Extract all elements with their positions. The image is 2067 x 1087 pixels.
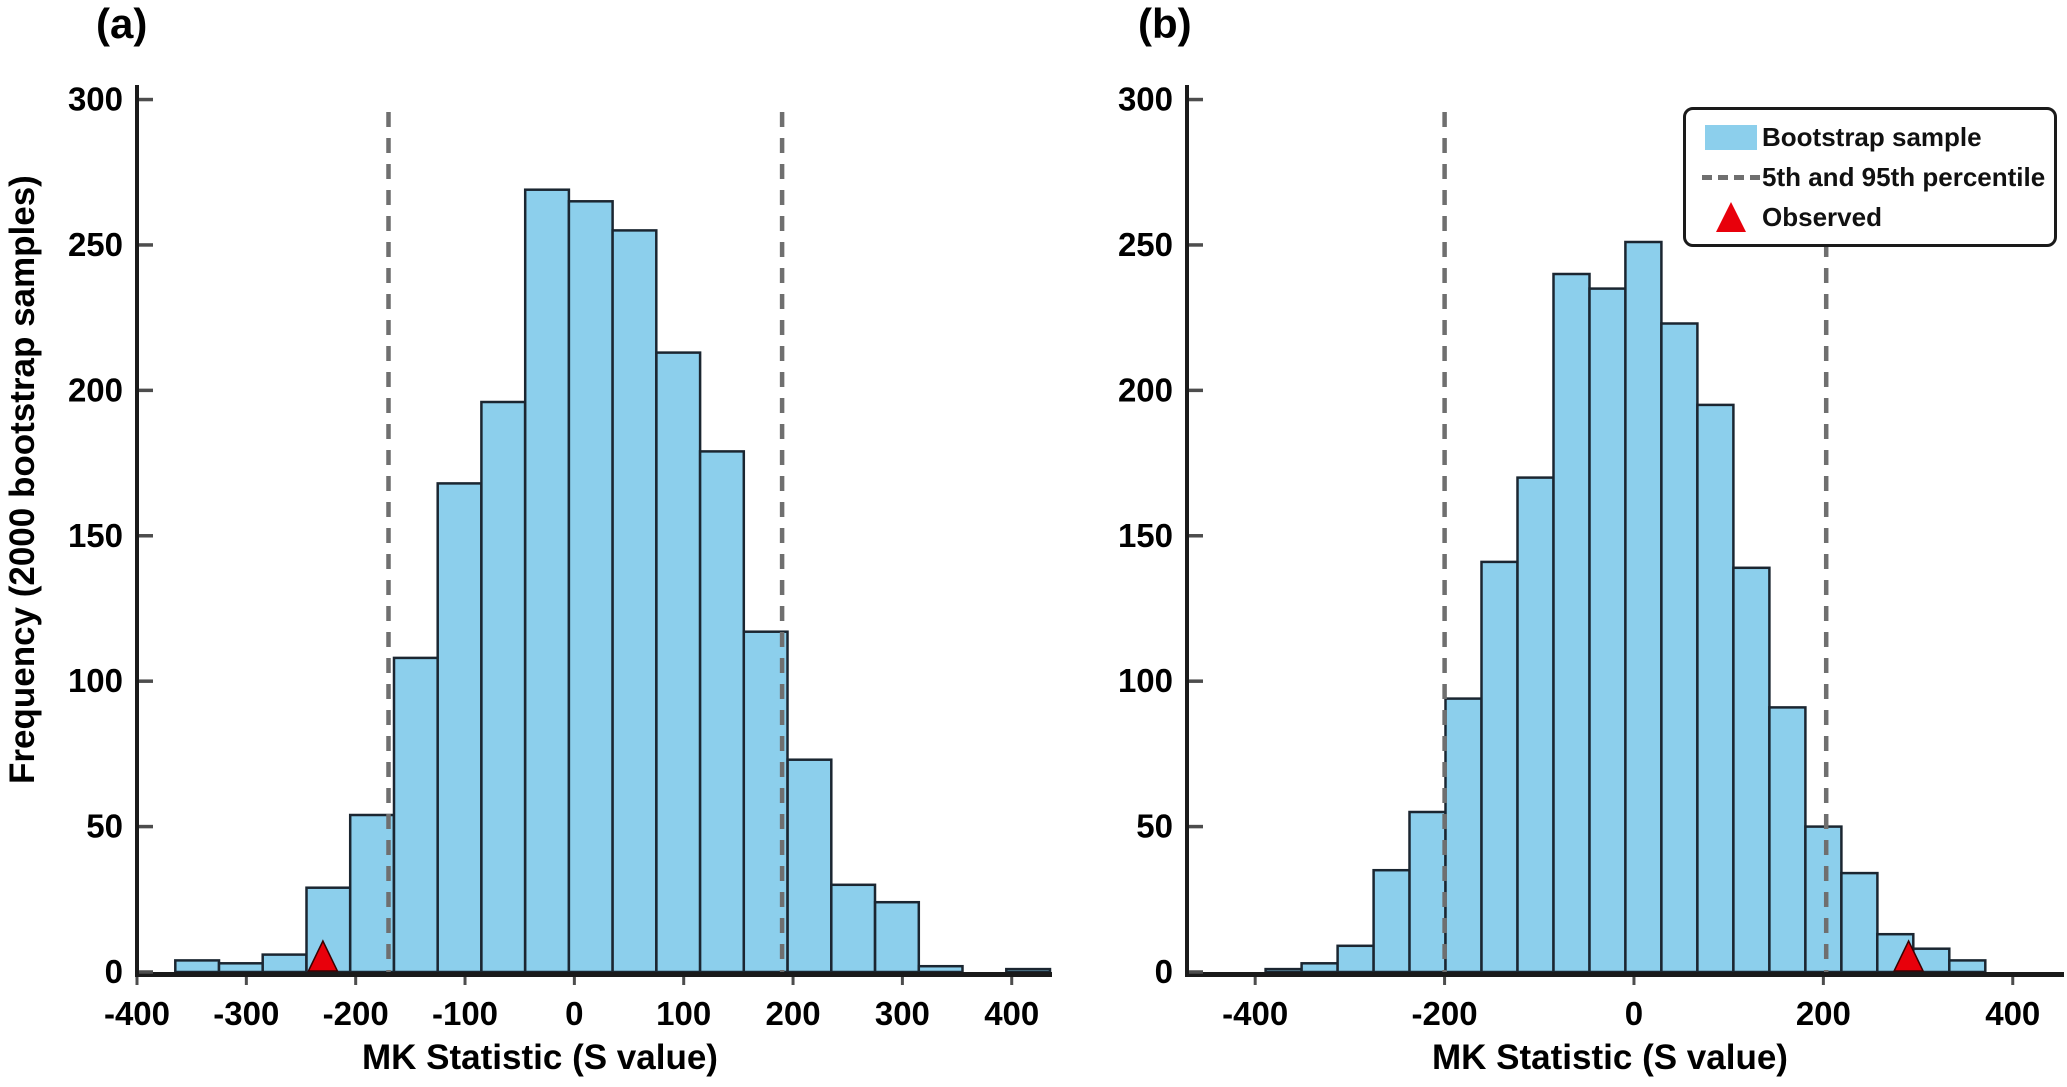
histogram-bar — [1552, 272, 1591, 974]
histogram-bar — [174, 959, 221, 974]
histogram-bar — [523, 188, 571, 974]
x-tick-label: -400 — [1222, 995, 1288, 1032]
legend: Bootstrap sample 5th and 95th percentile… — [1683, 107, 2057, 247]
y-tick-label: 200 — [1118, 371, 1173, 408]
histogram-bar — [873, 900, 921, 974]
x-tick-label: 200 — [1796, 995, 1851, 1032]
y-tick-label: 300 — [1118, 81, 1173, 118]
x-tick-label: -100 — [432, 995, 498, 1032]
y-tick-label: 0 — [1155, 953, 1173, 990]
y-tick-label: 100 — [1118, 662, 1173, 699]
y-axis-spine — [135, 85, 139, 976]
histogram-bar — [567, 200, 614, 974]
triangle-icon — [1700, 202, 1762, 232]
panel-a: 0 50 100 150 200 250 300 -400 -300 -200 -100 0 100 20… — [68, 81, 1052, 1032]
x-tick-label: -200 — [323, 995, 389, 1032]
legend-item-bootstrap-sample: Bootstrap sample — [1700, 120, 2042, 154]
histogram-bar — [917, 964, 964, 974]
observed-triangle — [1892, 939, 1925, 972]
y-tick-label: 50 — [86, 808, 123, 845]
x-tick-label: 300 — [875, 995, 930, 1032]
y-axis-label: Frequency (2000 bootstrap samples) — [3, 175, 42, 785]
y-tick-label: 150 — [1118, 517, 1173, 554]
panel-b-letter: (b) — [1138, 0, 1192, 47]
y-tick-label: 300 — [68, 81, 123, 118]
x-tick-label: 400 — [1985, 995, 2040, 1032]
histogram-bar — [1768, 706, 1807, 974]
histogram-bar — [1516, 476, 1555, 974]
x-axis-spine — [1185, 972, 2064, 977]
histogram-bar — [436, 482, 483, 974]
dashed-line-icon — [1700, 174, 1762, 180]
histogram-bar — [1948, 959, 1987, 974]
histogram-bar — [1300, 962, 1339, 974]
histogram-bar — [392, 656, 439, 974]
histogram-bar — [1408, 810, 1447, 974]
histogram-bar — [261, 953, 308, 974]
y-tick-label: 250 — [1118, 226, 1173, 263]
histogram-bar — [1696, 403, 1735, 974]
x-tick-label: 0 — [565, 995, 583, 1032]
histogram-bar — [1480, 560, 1519, 974]
histogram-bar — [698, 450, 746, 974]
x-tick-label: 100 — [656, 995, 711, 1032]
x-tick-label: 400 — [984, 995, 1039, 1032]
x-axis-spine — [135, 972, 1052, 977]
y-tick-label: 250 — [68, 226, 123, 263]
y-tick-label: 0 — [105, 953, 123, 990]
histogram-bar — [830, 883, 877, 974]
panel-a-letter: (a) — [96, 0, 148, 47]
panel-b-x-axis-label: MK Statistic (S value) — [1432, 1038, 1788, 1077]
histogram-bar — [1804, 825, 1843, 974]
legend-label: Observed — [1762, 201, 1882, 232]
histogram-bar — [1732, 566, 1771, 974]
y-tick-label: 100 — [68, 662, 123, 699]
observed-triangle — [307, 939, 339, 972]
histogram-bar — [655, 351, 702, 974]
bar-swatch-icon — [1700, 124, 1762, 150]
histogram-bar — [1840, 871, 1879, 974]
legend-item-percentile: 5th and 95th percentile — [1700, 160, 2046, 194]
histogram-bar — [1264, 967, 1303, 974]
histogram-bar — [1444, 697, 1483, 974]
histogram-bar — [480, 400, 527, 974]
y-tick-label: 150 — [68, 517, 123, 554]
histogram-bar — [1336, 944, 1375, 974]
panel-b: 0 50 100 150 200 250 300 -400 -200 0 200 400 — [1118, 81, 2064, 1032]
histogram-bar — [1624, 240, 1663, 974]
y-axis-spine — [1185, 85, 1189, 976]
legend-item-observed: Observed — [1700, 200, 2042, 234]
panel-a-x-axis-label: MK Statistic (S value) — [362, 1038, 718, 1077]
legend-label: Bootstrap sample — [1762, 121, 1982, 152]
x-tick-label: -200 — [1412, 995, 1478, 1032]
legend-label: 5th and 95th percentile — [1762, 161, 2046, 192]
histogram-bar — [611, 229, 658, 974]
histogram-bar — [1660, 322, 1699, 974]
histogram-bar — [217, 962, 264, 974]
histogram-bar — [1005, 967, 1052, 974]
x-tick-label: 0 — [1625, 995, 1643, 1032]
histogram-bar — [786, 758, 833, 974]
histogram-bar — [1372, 868, 1411, 974]
x-tick-label: -400 — [104, 995, 170, 1032]
x-tick-label: -300 — [213, 995, 279, 1032]
y-tick-label: 200 — [68, 371, 123, 408]
histogram-bar — [1588, 287, 1627, 974]
x-tick-label: 200 — [766, 995, 821, 1032]
y-tick-label: 50 — [1136, 808, 1173, 845]
